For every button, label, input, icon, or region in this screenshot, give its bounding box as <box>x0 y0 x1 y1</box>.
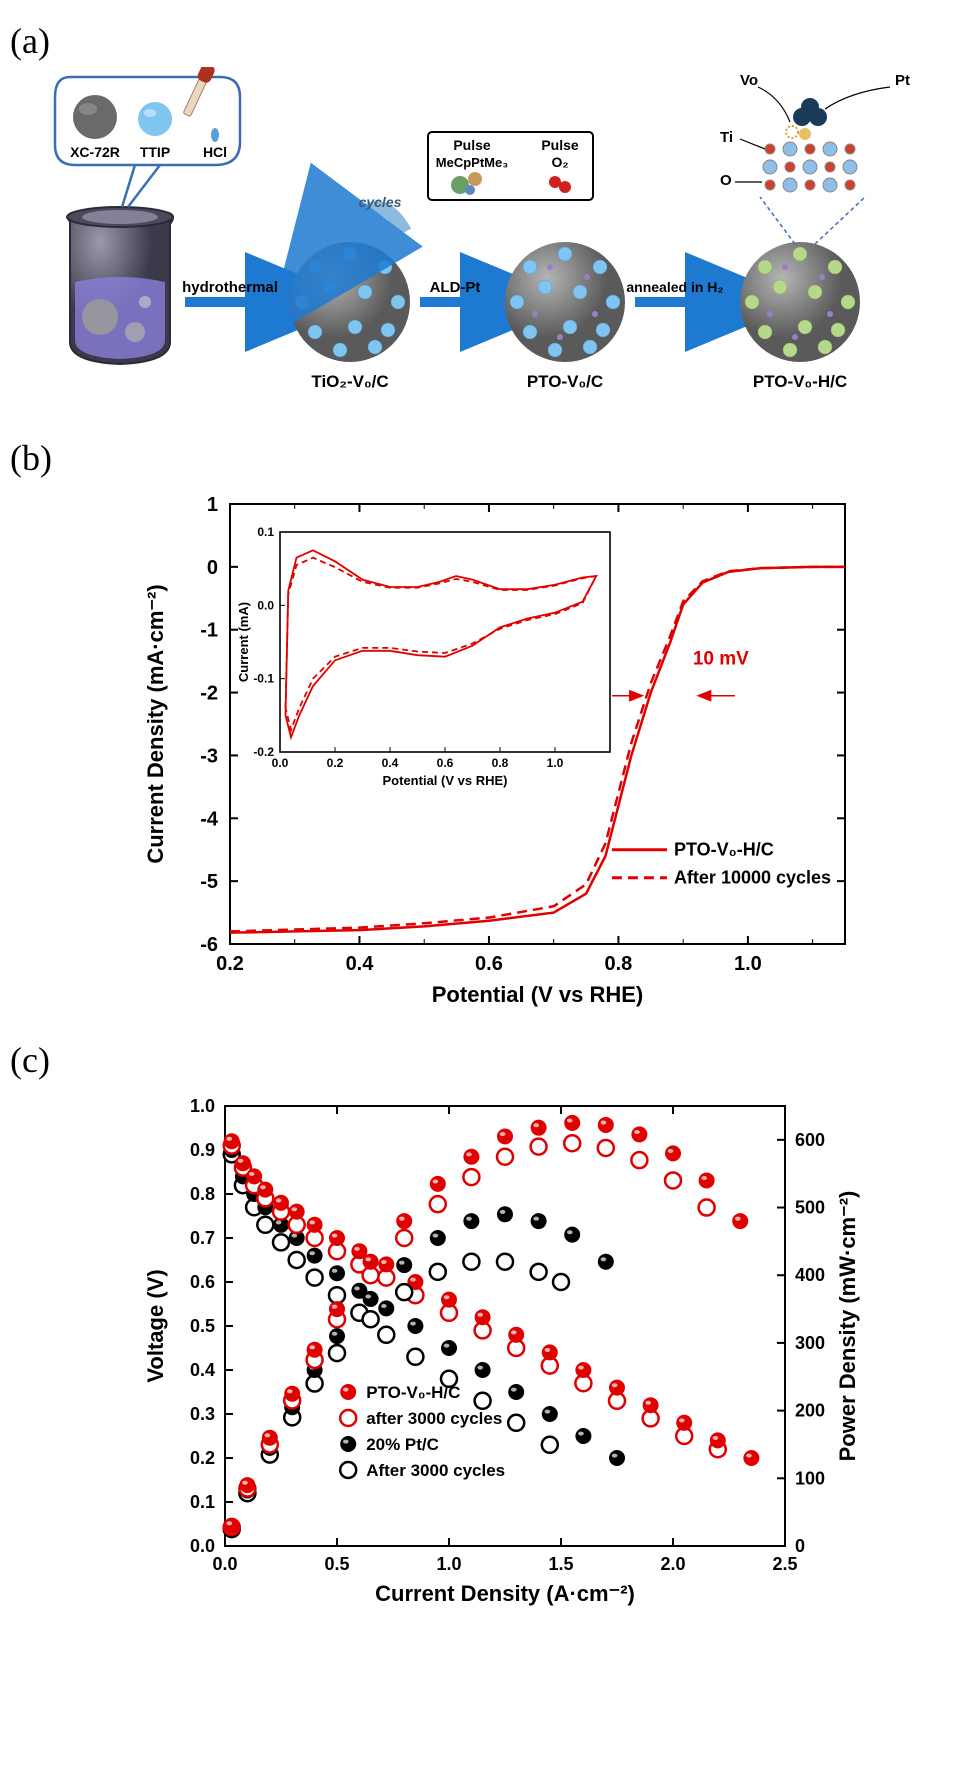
svg-text:Power Density (mW·cm⁻²): Power Density (mW·cm⁻²) <box>835 1191 860 1462</box>
svg-text:2.5: 2.5 <box>772 1554 797 1574</box>
svg-text:0.0: 0.0 <box>212 1554 237 1574</box>
svg-text:0.2: 0.2 <box>216 953 244 975</box>
svg-text:MeCpPtMe₃: MeCpPtMe₃ <box>436 155 508 170</box>
svg-text:-3: -3 <box>200 745 218 767</box>
svg-text:100: 100 <box>795 1468 825 1488</box>
svg-text:0.7: 0.7 <box>190 1228 215 1248</box>
panel-c-label: (c) <box>10 1039 946 1081</box>
panel-c: (c) 0.0 0.5 1.0 1.5 2.0 2.5 0.0 0.1 0.2 0.3 0.4 0.5… <box>10 1039 946 1631</box>
svg-text:0.6: 0.6 <box>190 1272 215 1292</box>
svg-text:0: 0 <box>795 1536 805 1556</box>
svg-text:0.4: 0.4 <box>382 756 399 770</box>
svg-text:1: 1 <box>207 494 218 516</box>
svg-text:400: 400 <box>795 1265 825 1285</box>
svg-text:0.3: 0.3 <box>190 1404 215 1424</box>
svg-text:0.1: 0.1 <box>190 1492 215 1512</box>
svg-text:20% Pt/C: 20% Pt/C <box>366 1435 439 1454</box>
svg-text:-0.1: -0.1 <box>253 672 274 686</box>
svg-text:0.2: 0.2 <box>190 1448 215 1468</box>
svg-text:600: 600 <box>795 1130 825 1150</box>
svg-text:0.6: 0.6 <box>437 756 454 770</box>
panel-a: (a) XC-72R TTIP HCl <box>10 20 946 407</box>
svg-text:XC-72R: XC-72R <box>70 144 120 160</box>
svg-text:0.9: 0.9 <box>190 1140 215 1160</box>
svg-text:0.0: 0.0 <box>190 1536 215 1556</box>
svg-text:cycles: cycles <box>359 194 402 210</box>
svg-text:0.4: 0.4 <box>190 1360 215 1380</box>
svg-text:Current Density (mA·cm⁻²): Current Density (mA·cm⁻²) <box>143 584 168 863</box>
svg-text:after 3000 cycles: after 3000 cycles <box>366 1409 502 1428</box>
svg-text:300: 300 <box>795 1333 825 1353</box>
svg-text:1.0: 1.0 <box>436 1554 461 1574</box>
svg-text:2.0: 2.0 <box>660 1554 685 1574</box>
svg-text:Ti: Ti <box>720 129 733 146</box>
svg-text:Current (mA): Current (mA) <box>236 602 251 682</box>
svg-text:0.6: 0.6 <box>475 953 503 975</box>
svg-text:After 3000 cycles: After 3000 cycles <box>366 1461 505 1480</box>
svg-text:0.0: 0.0 <box>257 598 274 612</box>
svg-text:Vo: Vo <box>740 72 758 89</box>
svg-text:-6: -6 <box>200 934 218 956</box>
svg-text:ALD-Pt: ALD-Pt <box>430 279 481 296</box>
svg-text:HCl: HCl <box>203 144 227 160</box>
svg-text:-4: -4 <box>200 808 219 830</box>
svg-text:500: 500 <box>795 1198 825 1218</box>
svg-text:0: 0 <box>207 557 218 579</box>
svg-text:0.8: 0.8 <box>492 756 509 770</box>
svg-text:TiO₂-V₀/C: TiO₂-V₀/C <box>311 372 388 391</box>
svg-text:TTIP: TTIP <box>140 144 170 160</box>
svg-text:-1: -1 <box>200 620 218 642</box>
svg-text:0.5: 0.5 <box>324 1554 349 1574</box>
figure-container: (a) XC-72R TTIP HCl <box>0 0 956 1651</box>
svg-text:0.4: 0.4 <box>346 953 375 975</box>
svg-text:PTO-V₀/C: PTO-V₀/C <box>527 372 603 391</box>
svg-text:0.0: 0.0 <box>272 756 289 770</box>
svg-text:1.5: 1.5 <box>548 1554 573 1574</box>
svg-text:Potential (V vs RHE): Potential (V vs RHE) <box>432 982 643 1007</box>
svg-text:PTO-V₀-H/C: PTO-V₀-H/C <box>753 372 847 391</box>
svg-text:200: 200 <box>795 1401 825 1421</box>
svg-text:0.8: 0.8 <box>605 953 633 975</box>
svg-text:-2: -2 <box>200 683 218 705</box>
svg-text:hydrothermal: hydrothermal <box>182 279 278 296</box>
svg-text:PTO-V₀-H/C: PTO-V₀-H/C <box>366 1383 460 1402</box>
svg-text:-0.2: -0.2 <box>253 745 274 759</box>
svg-text:annealed in H₂: annealed in H₂ <box>626 279 723 295</box>
svg-text:Pulse: Pulse <box>541 137 579 153</box>
svg-text:1.0: 1.0 <box>734 953 762 975</box>
svg-text:-5: -5 <box>200 871 218 893</box>
svg-text:10 mV: 10 mV <box>693 648 749 669</box>
panel-b-label: (b) <box>10 437 946 479</box>
svg-text:0.8: 0.8 <box>190 1184 215 1204</box>
svg-text:0.2: 0.2 <box>327 756 344 770</box>
svg-text:After 10000 cycles: After 10000 cycles <box>674 868 831 888</box>
svg-text:Pulse: Pulse <box>453 137 491 153</box>
schematic-a: XC-72R TTIP HCl <box>40 67 940 407</box>
svg-text:0.1: 0.1 <box>257 525 274 539</box>
svg-text:O₂: O₂ <box>551 154 568 170</box>
svg-text:Current Density (A·cm⁻²): Current Density (A·cm⁻²) <box>375 1581 635 1606</box>
svg-text:O: O <box>720 172 732 189</box>
svg-text:Potential (V vs RHE): Potential (V vs RHE) <box>383 773 508 788</box>
panel-b: (b) 0.2 0.4 0.6 0.8 1.0 -6 -5 -4 -3 -2 -1 0 1 Potenti… <box>10 437 946 1029</box>
svg-text:0.5: 0.5 <box>190 1316 215 1336</box>
svg-text:PTO-V₀-H/C: PTO-V₀-H/C <box>674 840 774 860</box>
svg-text:Pt: Pt <box>895 72 910 89</box>
svg-text:1.0: 1.0 <box>190 1096 215 1116</box>
svg-text:Voltage (V): Voltage (V) <box>143 1269 168 1382</box>
svg-text:1.0: 1.0 <box>547 756 564 770</box>
chart-b: 0.2 0.4 0.6 0.8 1.0 -6 -5 -4 -3 -2 -1 0 1 Potential (… <box>135 484 875 1029</box>
chart-c: 0.0 0.5 1.0 1.5 2.0 2.5 0.0 0.1 0.2 0.3 0.4 0.5 0.6 0… <box>135 1086 875 1631</box>
panel-a-label: (a) <box>10 20 946 62</box>
